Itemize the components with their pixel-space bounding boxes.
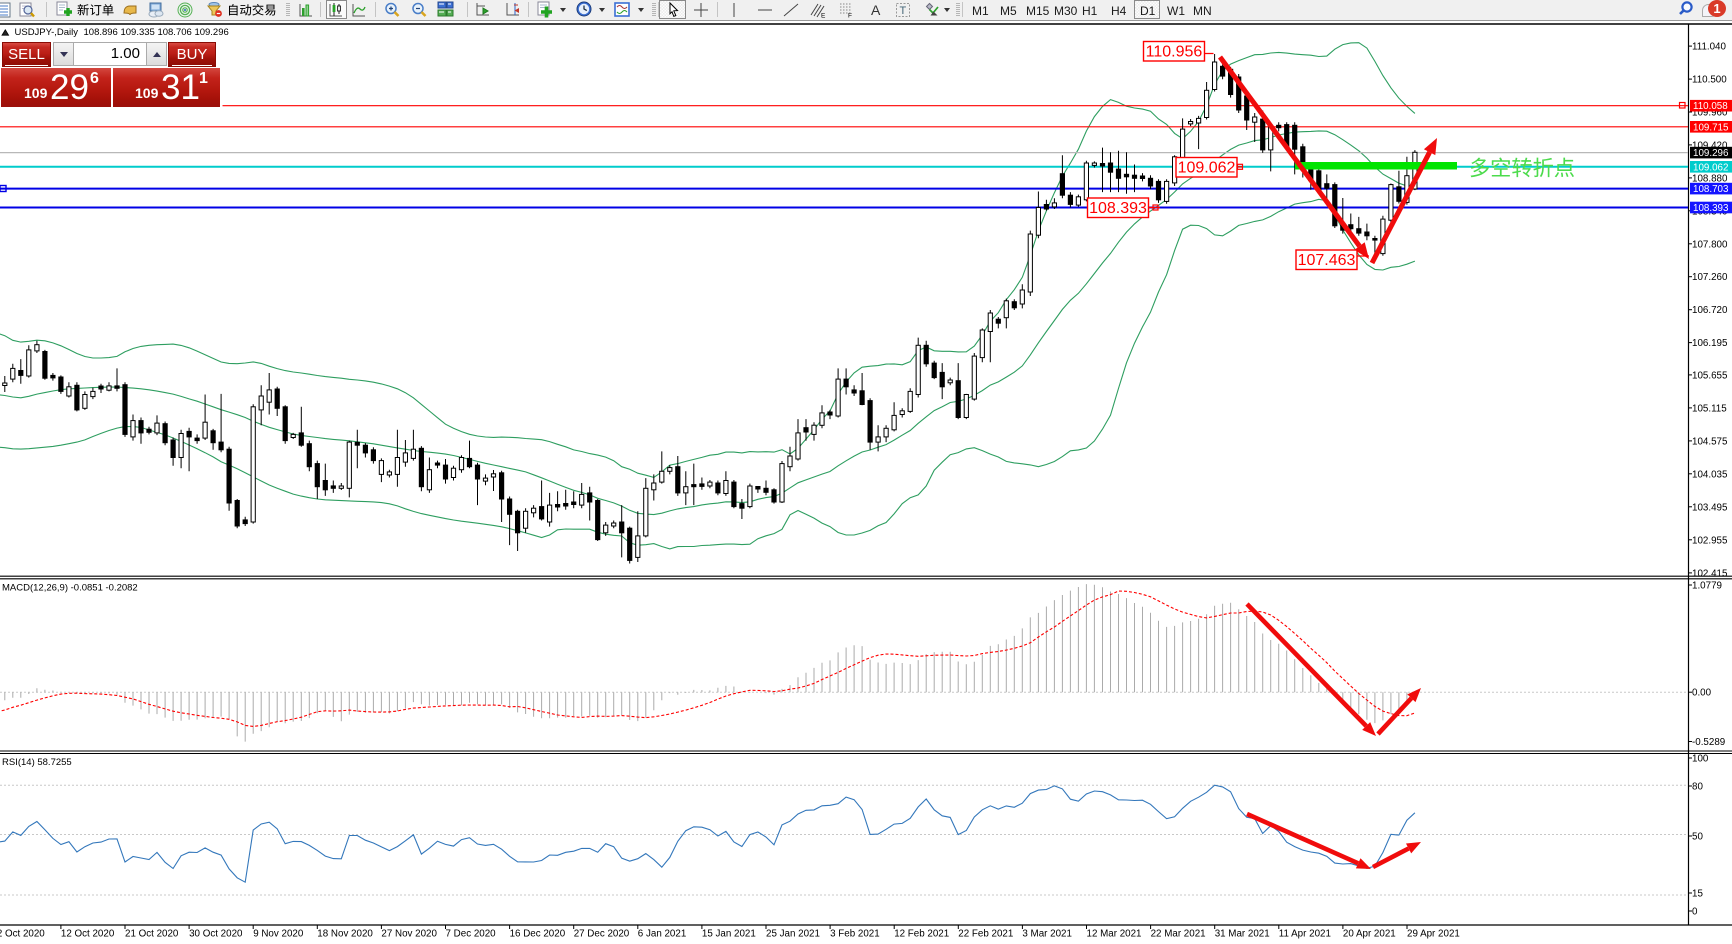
svg-text:110.500: 110.500 [1692, 75, 1727, 86]
svg-text:18 Nov 2020: 18 Nov 2020 [317, 928, 373, 939]
svg-text:3 Mar 2021: 3 Mar 2021 [1022, 928, 1072, 939]
svg-text:110.058: 110.058 [1693, 101, 1728, 112]
svg-text:12 Mar 2021: 12 Mar 2021 [1087, 928, 1142, 939]
svg-text:80: 80 [1692, 782, 1703, 793]
svg-text:110.956: 110.956 [1146, 44, 1203, 61]
svg-text:111.040: 111.040 [1692, 42, 1727, 53]
svg-text:109.420: 109.420 [1692, 140, 1728, 151]
svg-text:108.896 109.335 108.706 109.29: 108.896 109.335 108.706 109.296 [84, 27, 229, 38]
svg-text:RSI(14) 58.7255: RSI(14) 58.7255 [2, 757, 72, 768]
svg-text:T: T [900, 5, 907, 17]
svg-text:27 Nov 2020: 27 Nov 2020 [381, 928, 437, 939]
svg-text:107.260: 107.260 [1692, 272, 1728, 283]
svg-text:109.062: 109.062 [1693, 162, 1728, 173]
svg-text:0.00: 0.00 [1692, 688, 1712, 699]
svg-text:21 Oct 2020: 21 Oct 2020 [125, 928, 179, 939]
svg-text:E: E [821, 13, 826, 20]
svg-text:12 Feb 2021: 12 Feb 2021 [894, 928, 949, 939]
svg-text:11 Apr 2021: 11 Apr 2021 [1279, 928, 1331, 939]
svg-text:107.800: 107.800 [1692, 239, 1728, 250]
svg-text:F: F [848, 13, 852, 20]
svg-text:108.703: 108.703 [1693, 184, 1729, 195]
svg-text:22 Mar 2021: 22 Mar 2021 [1151, 928, 1206, 939]
svg-text:109.715: 109.715 [1693, 122, 1729, 133]
svg-text:108.393: 108.393 [1693, 203, 1729, 214]
svg-text:6 Jan 2021: 6 Jan 2021 [638, 928, 686, 939]
svg-text:12 Oct 2020: 12 Oct 2020 [61, 928, 115, 939]
svg-text:106.195: 106.195 [1692, 338, 1728, 349]
svg-text:9 Nov 2020: 9 Nov 2020 [253, 928, 304, 939]
svg-text:109.062: 109.062 [1178, 160, 1236, 177]
svg-text:0: 0 [1692, 907, 1698, 918]
svg-text:104.035: 104.035 [1692, 469, 1728, 480]
svg-text:-0.5289: -0.5289 [1692, 737, 1725, 748]
svg-text:100: 100 [1692, 754, 1709, 765]
svg-text:15: 15 [1692, 889, 1703, 900]
svg-text:22 Feb 2021: 22 Feb 2021 [958, 928, 1013, 939]
svg-text:25 Jan 2021: 25 Jan 2021 [766, 928, 820, 939]
svg-text:104.575: 104.575 [1692, 436, 1728, 447]
svg-text:105.655: 105.655 [1692, 370, 1728, 381]
svg-text:7 Dec 2020: 7 Dec 2020 [446, 928, 497, 939]
svg-text:109.960: 109.960 [1692, 108, 1728, 119]
svg-text:105.115: 105.115 [1692, 403, 1727, 414]
svg-text:50: 50 [1692, 832, 1703, 843]
svg-text:15 Jan 2021: 15 Jan 2021 [702, 928, 756, 939]
svg-text:29 Apr 2021: 29 Apr 2021 [1407, 928, 1460, 939]
svg-text:107.463: 107.463 [1298, 252, 1356, 269]
svg-text:31 Mar 2021: 31 Mar 2021 [1215, 928, 1270, 939]
svg-text:27 Dec 2020: 27 Dec 2020 [574, 928, 630, 939]
svg-text:103.495: 103.495 [1692, 502, 1728, 513]
svg-text:16 Dec 2020: 16 Dec 2020 [510, 928, 566, 939]
svg-text:108.393: 108.393 [1089, 200, 1147, 217]
svg-text:106.720: 106.720 [1692, 305, 1728, 316]
svg-text:MACD(12,26,9) -0.0851 -0.2082: MACD(12,26,9) -0.0851 -0.2082 [2, 583, 138, 594]
svg-text:3 Feb 2021: 3 Feb 2021 [830, 928, 880, 939]
svg-text:20 Apr 2021: 20 Apr 2021 [1343, 928, 1396, 939]
svg-text:102.415: 102.415 [1692, 568, 1728, 579]
svg-text:102.955: 102.955 [1692, 535, 1728, 546]
svg-text:USDJPY-,Daily: USDJPY-,Daily [15, 27, 79, 38]
svg-text:30 Oct 2020: 30 Oct 2020 [189, 928, 243, 939]
svg-text:1.0779: 1.0779 [1692, 581, 1722, 592]
svg-text:109.296: 109.296 [1693, 148, 1729, 159]
svg-text:2 Oct 2020: 2 Oct 2020 [0, 928, 45, 939]
svg-text:108.880: 108.880 [1692, 173, 1728, 184]
